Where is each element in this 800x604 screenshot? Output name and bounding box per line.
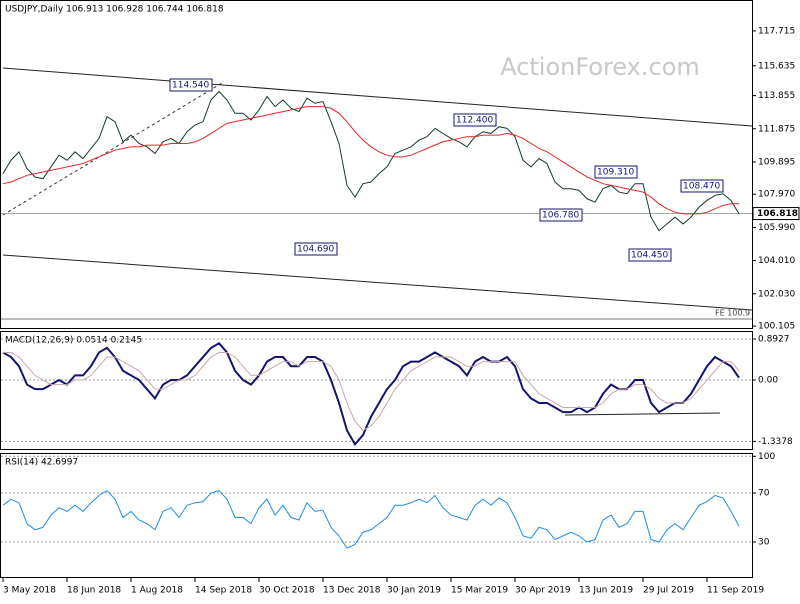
y-tick-label: 109.895 bbox=[758, 157, 795, 167]
y-tick-label: 102.030 bbox=[758, 289, 795, 299]
series-line bbox=[2, 341, 740, 446]
y-tick-label: 105.990 bbox=[758, 223, 795, 233]
x-tick-label: 3 May 2018 bbox=[3, 586, 56, 596]
x-tick-label: 13 Jun 2019 bbox=[579, 586, 633, 596]
channel-line bbox=[2, 254, 753, 311]
annotation: FE 100.9 bbox=[715, 309, 750, 318]
y-tick-label: 0.8927 bbox=[758, 335, 790, 345]
last-price-box bbox=[752, 207, 800, 221]
rsi-title: RSI(14) 42.6997 bbox=[5, 458, 78, 468]
annotation-box bbox=[453, 113, 497, 127]
last-price-label: 106.818 bbox=[757, 209, 798, 219]
x-tick-label: 14 Sep 2018 bbox=[195, 586, 252, 596]
x-tick-label: 30 Jan 2019 bbox=[387, 586, 441, 596]
y-tick-label: 111.875 bbox=[758, 124, 795, 134]
annotation-box bbox=[169, 78, 213, 92]
annotation-box bbox=[628, 248, 672, 262]
watermark: ActionForex.com bbox=[500, 53, 700, 81]
x-tick-label: 30 Oct 2018 bbox=[259, 586, 315, 596]
series-line bbox=[2, 106, 739, 215]
annotation-box bbox=[294, 242, 338, 256]
x-tick-label: 18 Jun 2018 bbox=[67, 586, 121, 596]
macd-support-line bbox=[564, 412, 721, 416]
annotation: 109.310 bbox=[597, 168, 634, 178]
trend-line bbox=[2, 82, 223, 216]
annotation-box bbox=[594, 165, 638, 179]
rsi-panel bbox=[0, 453, 753, 578]
annotation: 112.400 bbox=[456, 116, 493, 126]
annotation-box bbox=[539, 208, 583, 222]
annotation: 104.690 bbox=[297, 245, 334, 255]
annotation-box bbox=[680, 179, 724, 193]
x-tick-label: 30 Apr 2019 bbox=[515, 586, 571, 596]
annotation: 106.780 bbox=[542, 211, 579, 221]
y-tick-label: 100.105 bbox=[758, 322, 795, 332]
x-tick-label: 29 Jul 2019 bbox=[643, 586, 694, 596]
series-line bbox=[2, 90, 740, 232]
annotation: 108.470 bbox=[683, 182, 720, 192]
price-panel bbox=[0, 0, 753, 329]
x-tick-label: 13 Dec 2018 bbox=[323, 586, 381, 596]
y-tick-label: 104.010 bbox=[758, 256, 795, 266]
y-tick-label: 70 bbox=[758, 489, 770, 499]
y-tick-label: -1.3378 bbox=[758, 437, 793, 447]
x-tick-label: 11 Sep 2019 bbox=[707, 586, 764, 596]
y-tick-label: 113.855 bbox=[758, 91, 795, 101]
series-line bbox=[3, 351, 740, 432]
annotation: 104.450 bbox=[631, 251, 668, 261]
y-tick-label: 30 bbox=[758, 538, 770, 548]
y-tick-label: 0.00 bbox=[758, 375, 778, 385]
y-tick-label: 117.715 bbox=[758, 26, 795, 36]
annotation: 114.540 bbox=[172, 81, 209, 91]
macd-panel bbox=[0, 331, 753, 450]
series-line bbox=[2, 489, 740, 549]
y-tick-label: 100 bbox=[758, 452, 775, 462]
x-tick-label: 15 Mar 2019 bbox=[451, 586, 508, 596]
macd-title: MACD(12,26,9) 0.0514 0.2145 bbox=[5, 336, 142, 346]
x-tick-label: 1 Aug 2018 bbox=[131, 586, 183, 596]
channel-line bbox=[2, 67, 753, 127]
y-tick-label: 115.635 bbox=[758, 61, 795, 71]
y-tick-label: 107.970 bbox=[758, 190, 795, 200]
price-title: USDJPY,Daily 106.913 106.928 106.744 106… bbox=[5, 5, 224, 15]
